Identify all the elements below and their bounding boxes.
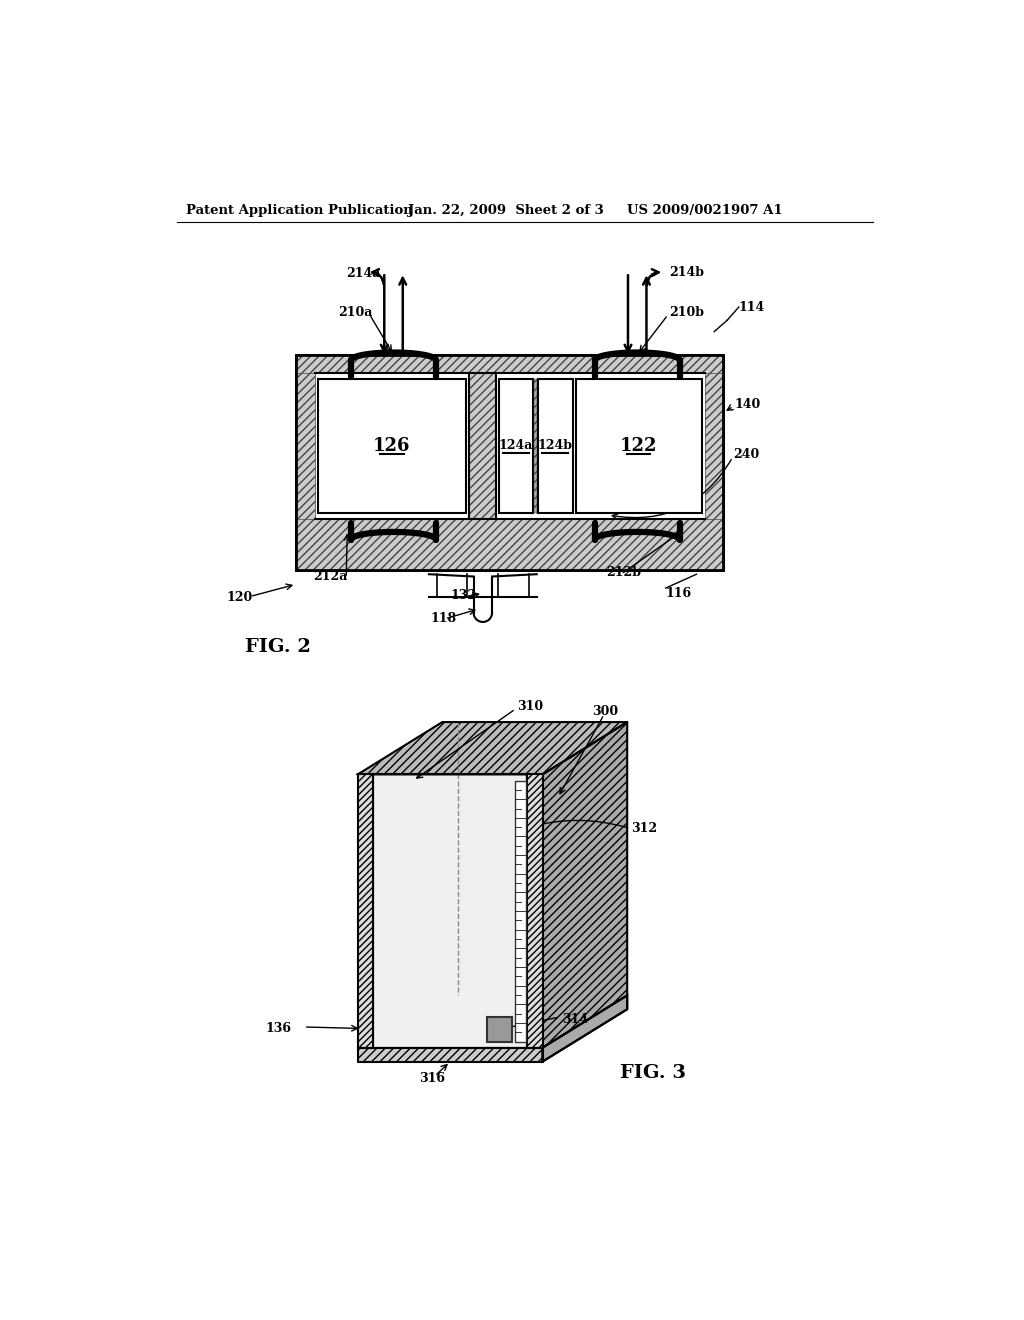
Text: US 2009/0021907 A1: US 2009/0021907 A1 [628, 205, 782, 218]
Text: 116: 116 [666, 587, 692, 601]
Polygon shape [357, 775, 373, 1048]
Bar [705, 355, 724, 570]
Polygon shape [527, 775, 543, 1048]
Text: 118: 118 [431, 612, 457, 626]
Text: 310: 310 [517, 700, 543, 713]
Polygon shape [373, 775, 527, 1048]
Text: 124b: 124b [538, 440, 572, 453]
Text: 122: 122 [620, 437, 657, 455]
Text: 214b: 214b [670, 265, 705, 279]
Text: 136: 136 [265, 1022, 291, 1035]
Bar [296, 519, 724, 570]
Bar [515, 780, 525, 1041]
Polygon shape [357, 722, 628, 775]
Text: 212a: 212a [313, 570, 347, 583]
Text: 126: 126 [373, 437, 411, 455]
Bar [469, 374, 497, 519]
Bar [535, 379, 538, 512]
Text: 240: 240 [733, 449, 760, 462]
Text: 300: 300 [593, 705, 618, 718]
Bar [575, 379, 701, 512]
Bar [317, 379, 466, 512]
Text: 314: 314 [562, 1012, 588, 1026]
Bar [296, 355, 724, 374]
Bar [296, 355, 724, 570]
Text: 132: 132 [451, 589, 476, 602]
Text: 120: 120 [226, 591, 253, 603]
Bar [499, 379, 534, 512]
Bar [538, 379, 572, 512]
Text: 214a: 214a [346, 268, 381, 280]
Text: 114: 114 [739, 301, 765, 314]
Text: 316: 316 [419, 1072, 445, 1085]
Bar [487, 1016, 512, 1041]
Text: 212b: 212b [605, 566, 641, 579]
Bar [296, 355, 314, 570]
Polygon shape [543, 995, 628, 1061]
Polygon shape [357, 1048, 543, 1061]
Text: 312: 312 [631, 822, 657, 834]
Text: 124a: 124a [499, 440, 534, 453]
Text: 210a: 210a [339, 306, 373, 319]
Text: 140: 140 [734, 399, 761, 412]
Text: Patent Application Publication: Patent Application Publication [186, 205, 413, 218]
Polygon shape [543, 722, 628, 1048]
Bar [296, 355, 724, 570]
Text: FIG. 2: FIG. 2 [245, 639, 310, 656]
Text: FIG. 3: FIG. 3 [620, 1064, 685, 1082]
Text: 210b: 210b [670, 306, 705, 319]
Text: Jan. 22, 2009  Sheet 2 of 3: Jan. 22, 2009 Sheet 2 of 3 [408, 205, 603, 218]
